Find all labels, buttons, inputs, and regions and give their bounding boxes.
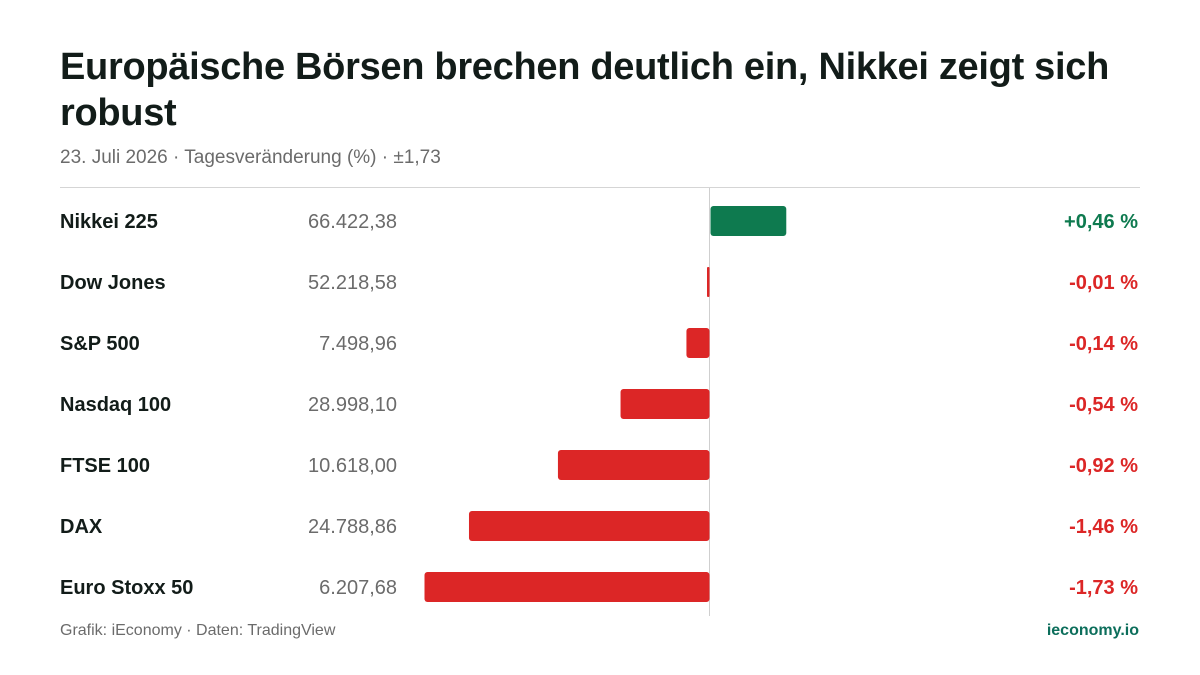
index-name: FTSE 100 — [60, 455, 150, 477]
change-label: -0,92 % — [1069, 455, 1138, 477]
index-level: 28.998,10 — [308, 394, 397, 416]
header-divider — [60, 187, 1140, 188]
index-level: 7.498,96 — [319, 333, 397, 355]
index-level: 10.618,00 — [308, 455, 397, 477]
chart-row: Nasdaq 100 28.998,10 -0,54 % — [60, 389, 1138, 419]
index-name: DAX — [60, 516, 103, 538]
chart-row: Nikkei 225 66.422,38 +0,46 % — [60, 206, 1138, 236]
change-label: -0,14 % — [1069, 333, 1138, 355]
change-bar — [710, 206, 787, 236]
index-name: Euro Stoxx 50 — [60, 577, 193, 599]
change-bar — [468, 511, 710, 541]
change-bar — [686, 328, 710, 358]
change-label: -1,46 % — [1069, 516, 1138, 538]
change-bar — [620, 389, 710, 419]
index-level: 24.788,86 — [308, 516, 397, 538]
change-bar — [424, 572, 710, 602]
change-label: -0,54 % — [1069, 394, 1138, 416]
chart-subtitle: 23. Juli 2026 · Tagesveränderung (%) · ±… — [60, 147, 441, 168]
change-label: -1,73 % — [1069, 577, 1138, 599]
index-name: Nasdaq 100 — [60, 394, 171, 416]
change-bar — [557, 450, 710, 480]
chart-row: DAX 24.788,86 -1,46 % — [60, 511, 1138, 541]
change-label: +0,46 % — [1064, 211, 1138, 233]
chart-row: FTSE 100 10.618,00 -0,92 % — [60, 450, 1138, 480]
change-bar — [707, 267, 710, 297]
source-note: Grafik: iEconomy · Daten: TradingView — [60, 622, 336, 639]
chart-row: Dow Jones 52.218,58 -0,01 % — [60, 267, 1138, 297]
index-name: S&P 500 — [60, 333, 140, 355]
index-level: 52.218,58 — [308, 272, 397, 294]
index-level: 66.422,38 — [308, 211, 397, 233]
chart-title: Europäische Börsen brechen deutlich ein,… — [60, 46, 1110, 134]
brand-link[interactable]: ieconomy.io — [1046, 622, 1139, 639]
chart-row: S&P 500 7.498,96 -0,14 % — [60, 328, 1138, 358]
chart-row: Euro Stoxx 50 6.207,68 -1,73 % — [60, 572, 1138, 602]
index-level: 6.207,68 — [319, 577, 397, 599]
index-name: Dow Jones — [60, 272, 166, 294]
change-label: -0,01 % — [1069, 272, 1138, 294]
index-name: Nikkei 225 — [60, 211, 158, 233]
